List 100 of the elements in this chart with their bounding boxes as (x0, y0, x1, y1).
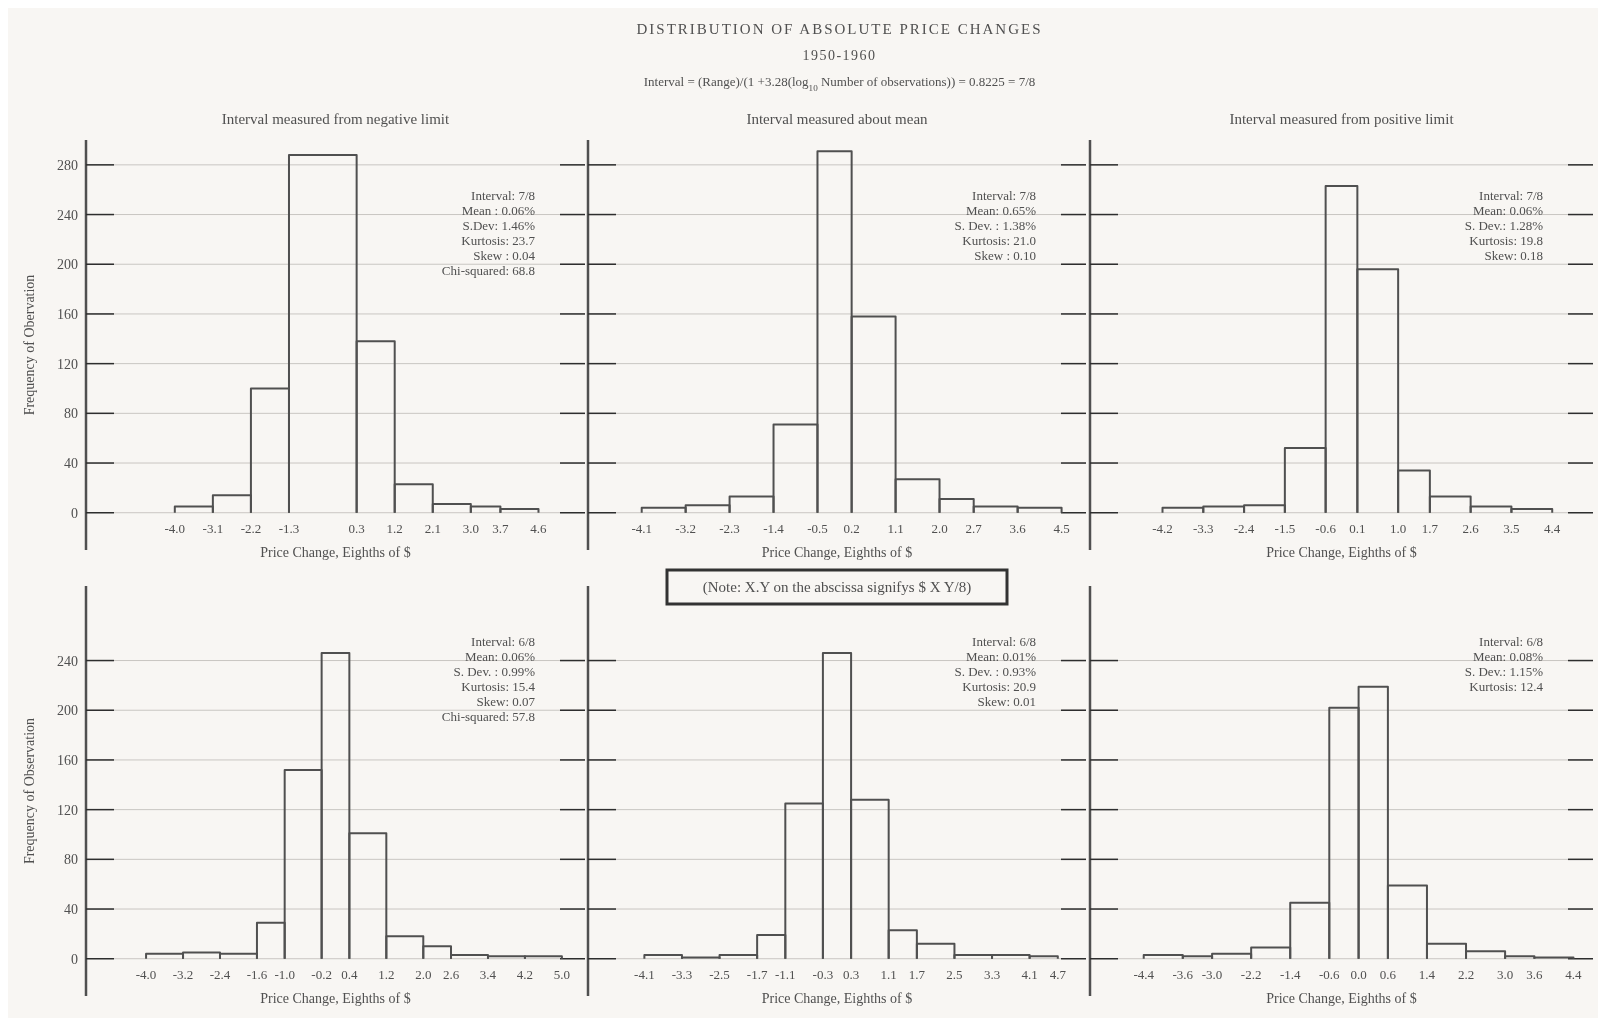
x-tick-label: 2.5 (946, 966, 963, 982)
x-tick-label: 4.4 (1544, 520, 1561, 536)
x-tick-label: -4.1 (631, 520, 652, 536)
x-tick-label: 0.2 (843, 520, 860, 536)
y-tick-label: 240 (57, 207, 78, 223)
x-tick-label: 4.1 (1021, 966, 1038, 982)
x-tick-label: 1.4 (1418, 966, 1436, 982)
x-tick-label: -1.7 (746, 966, 768, 982)
x-tick-label: -3.2 (675, 520, 696, 536)
chart-subtitle: (Note: X.Y on the abscissa signifys $ X Y/8) (702, 579, 972, 596)
x-tick-label: -0.5 (807, 520, 828, 536)
x-tick-label: 0.1 (1349, 520, 1366, 536)
annotation: Kurtosis: 21.0 (962, 233, 1036, 248)
x-tick-label: -1.4 (1279, 966, 1302, 982)
chart-title: Interval measured from negative limit (221, 111, 451, 127)
x-tick-label: -1.1 (775, 966, 796, 982)
x-tick-label: 3.5 (1503, 520, 1520, 536)
x-tick-label: -0.6 (1318, 966, 1341, 982)
chart-title: Interval measured from positive limit (1229, 111, 1455, 127)
x-tick-label: -4.0 (135, 966, 157, 982)
annotation: Mean : 0.06% (461, 203, 536, 218)
x-tick-label: 4.5 (1053, 520, 1070, 536)
annotation: Skew: 0.18 (1484, 248, 1543, 263)
annotation: Skew : 0.04 (473, 248, 536, 263)
x-tick-label: -3.0 (1201, 966, 1223, 982)
annotation: Skew: 0.01 (977, 694, 1036, 709)
x-tick-label: -1.3 (278, 520, 300, 536)
x-tick-label: 3.6 (1009, 520, 1027, 536)
y-tick-label: 240 (57, 653, 78, 669)
annotation: Mean: 0.01% (965, 649, 1037, 664)
annotation: Skew : 0.10 (974, 248, 1036, 263)
x-tick-label: 1.1 (887, 520, 904, 536)
text: 1950-1960 (802, 48, 877, 63)
annotation: Kurtosis: 20.9 (962, 679, 1036, 694)
x-tick-label: 1.0 (1390, 520, 1407, 536)
chart-title: Interval measured about mean (746, 111, 929, 127)
x-tick-label: -2.3 (719, 520, 740, 536)
x-tick-label: -2.5 (709, 966, 730, 982)
x-tick-label: 3.6 (1526, 966, 1544, 982)
x-axis-title: Price Change, Eighths of $ (761, 990, 913, 1006)
annotation: Skew: 0.07 (476, 694, 536, 709)
y-tick-label: 80 (64, 406, 78, 422)
x-tick-label: 2.0 (931, 520, 948, 536)
x-tick-label: -3.2 (172, 966, 194, 982)
x-tick-label: -3.3 (671, 966, 693, 982)
annotation: Interval: 6/8 (1479, 634, 1543, 649)
annotation: Interval: 7/8 (1479, 188, 1543, 203)
y-tick-label: 120 (57, 802, 78, 818)
x-tick-label: -1.4 (763, 520, 785, 536)
annotation: Interval: 6/8 (471, 634, 535, 649)
x-tick-label: -0.2 (311, 966, 332, 982)
y-axis-title: Frequency of Observation (22, 717, 37, 865)
y-tick-label: 160 (57, 306, 78, 322)
y-tick-label: 40 (64, 902, 78, 918)
x-tick-label: 1.2 (386, 520, 403, 536)
x-tick-label: 4.7 (1049, 966, 1067, 982)
annotation: Kurtosis: 12.4 (1469, 679, 1544, 694)
x-tick-label: -1.6 (246, 966, 268, 982)
y-tick-label: 160 (57, 752, 78, 768)
x-tick-label: 0.3 (348, 520, 365, 536)
x-tick-label: 0.4 (341, 966, 358, 982)
x-tick-label: -1.5 (1274, 520, 1296, 536)
annotation: Kurtosis: 15.4 (461, 679, 536, 694)
x-tick-label: 1.7 (908, 966, 926, 982)
x-tick-label: -4.1 (634, 966, 655, 982)
x-tick-label: 2.0 (415, 966, 432, 982)
x-tick-label: -2.2 (1240, 966, 1262, 982)
y-tick-label: 280 (57, 157, 78, 173)
x-tick-label: -3.6 (1172, 966, 1194, 982)
y-tick-label: 0 (71, 505, 78, 521)
y-tick-label: 0 (71, 951, 78, 967)
annotation: Mean: 0.08% (1472, 649, 1544, 664)
x-axis-title: Price Change, Eighths of $ (761, 544, 913, 560)
y-tick-label: 40 (64, 456, 78, 472)
annotation: Interval: 6/8 (972, 634, 1036, 649)
x-tick-label: 4.2 (516, 966, 534, 982)
annotation: Mean: 0.06% (1472, 203, 1544, 218)
annotation: S.Dev: 1.46% (462, 218, 536, 233)
y-tick-label: 200 (57, 257, 78, 273)
x-tick-label: -0.6 (1315, 520, 1337, 536)
x-tick-label: 2.2 (1457, 966, 1475, 982)
x-axis-title: Price Change, Eighths of $ (1266, 544, 1417, 560)
x-axis-title: Price Change, Eighths of $ (260, 990, 411, 1006)
x-tick-label: 4.6 (530, 520, 548, 536)
x-tick-label: 1.7 (1421, 520, 1439, 536)
x-axis-title: Price Change, Eighths of $ (260, 544, 411, 560)
y-tick-label: 120 (57, 356, 78, 372)
y-axis-title: Frequency of Obervation (22, 274, 37, 416)
x-tick-label: 3.7 (492, 520, 510, 536)
annotation: Interval: 7/8 (972, 188, 1036, 203)
x-tick-label: 0.3 (842, 966, 860, 982)
annotation: S. Dev.: 1.28% (1464, 218, 1544, 233)
x-tick-label: 0.6 (1379, 966, 1397, 982)
x-tick-label: 3.4 (479, 966, 497, 982)
x-tick-label: 2.6 (442, 966, 460, 982)
y-tick-label: 80 (64, 852, 78, 868)
x-tick-label: -4.4 (1133, 966, 1155, 982)
annotation: Chi-squared: 68.8 (441, 263, 535, 278)
x-tick-label: 2.7 (965, 520, 983, 536)
x-tick-label: 3.0 (462, 520, 479, 536)
